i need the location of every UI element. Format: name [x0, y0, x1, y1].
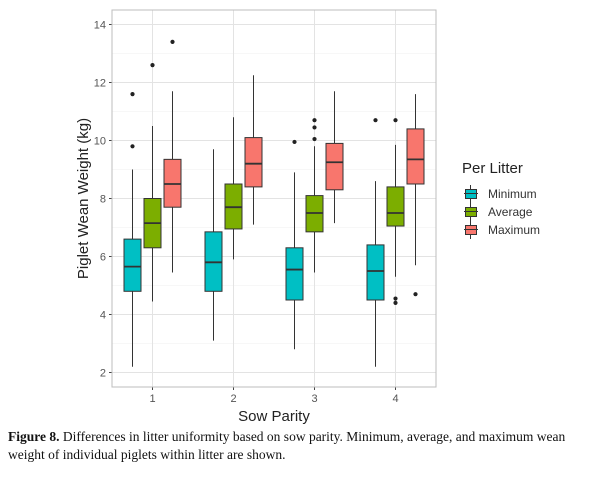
- outlier-average-parity-3: [312, 125, 317, 130]
- x-axis-title: Sow Parity: [238, 408, 310, 425]
- y-tick-label: 2: [100, 368, 106, 380]
- x-tick-label: 4: [392, 393, 398, 405]
- legend-label-maximum: Maximum: [488, 223, 541, 237]
- legend-label-average: Average: [488, 205, 533, 219]
- outlier-average-parity-3: [312, 136, 317, 142]
- legend-key-minimum: [462, 185, 480, 203]
- legend-key-maximum: [462, 221, 480, 239]
- outlier-minimum-parity-1: [130, 144, 135, 149]
- legend-key-average: [462, 203, 480, 221]
- outlier-average-parity-4: [393, 118, 398, 123]
- outlier-average-parity-3: [312, 118, 317, 123]
- outlier-minimum-parity-1: [130, 92, 135, 97]
- outlier-maximum-parity-1: [170, 39, 175, 45]
- plot-border: [111, 9, 437, 388]
- legend-item-average: Average: [462, 203, 540, 221]
- y-axis-title: Piglet Wean Weight (kg): [75, 118, 92, 279]
- y-tick-label: 6: [100, 252, 106, 264]
- y-tick-label: 4: [100, 310, 106, 322]
- legend-label-minimum: Minimum: [488, 187, 537, 201]
- legend-title: Per Litter: [462, 160, 523, 177]
- legend: Per Litter Minimum Average Maximum: [462, 160, 540, 239]
- x-tick-label: 3: [311, 393, 317, 405]
- box-maximum-parity-2: [244, 137, 263, 188]
- outlier-minimum-parity-4: [373, 118, 378, 123]
- y-tick-label: 12: [94, 78, 106, 90]
- box-maximum-parity-3: [325, 142, 344, 191]
- chart-figure: 2 4 6 8 10 12 14 1 2 3 4 Sow Parity Piglet Wean Weig…: [75, 9, 540, 425]
- outlier-maximum-parity-4: [413, 292, 418, 297]
- caption-text: Differences in litter uniformity based o…: [8, 429, 566, 462]
- box-minimum-parity-1: [123, 238, 142, 292]
- box-minimum-parity-3: [285, 247, 304, 301]
- x-tick-label: 1: [149, 393, 155, 405]
- y-tick-label: 14: [94, 20, 106, 32]
- outlier-average-parity-4: [393, 296, 398, 301]
- caption-label: Figure 8.: [8, 429, 60, 444]
- y-tick-label: 10: [94, 136, 106, 148]
- box-minimum-parity-4: [366, 244, 385, 301]
- y-tick-label: 8: [100, 194, 106, 206]
- x-tick-label: 2: [230, 393, 236, 405]
- figure-caption: Figure 8. Differences in litter uniformi…: [8, 428, 592, 464]
- outlier-average-parity-1: [150, 63, 155, 68]
- outlier-minimum-parity-3: [292, 139, 297, 145]
- outlier-average-parity-4: [393, 300, 398, 305]
- box-average-parity-4: [386, 186, 405, 227]
- legend-item-minimum: Minimum: [462, 185, 540, 203]
- box-maximum-parity-4: [406, 128, 425, 185]
- legend-item-maximum: Maximum: [462, 221, 540, 239]
